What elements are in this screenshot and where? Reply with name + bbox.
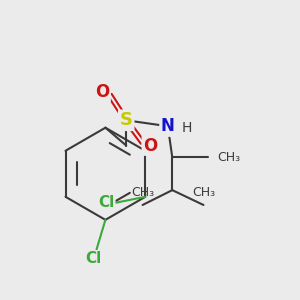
Text: N: N (161, 117, 175, 135)
Text: H: H (182, 121, 192, 135)
Text: CH₃: CH₃ (217, 151, 240, 164)
Text: CH₃: CH₃ (192, 186, 215, 199)
Text: Cl: Cl (99, 195, 115, 210)
Text: S: S (120, 111, 133, 129)
Text: O: O (143, 136, 157, 154)
Text: Cl: Cl (85, 251, 102, 266)
Text: O: O (95, 83, 110, 101)
Text: CH₃: CH₃ (131, 186, 154, 199)
